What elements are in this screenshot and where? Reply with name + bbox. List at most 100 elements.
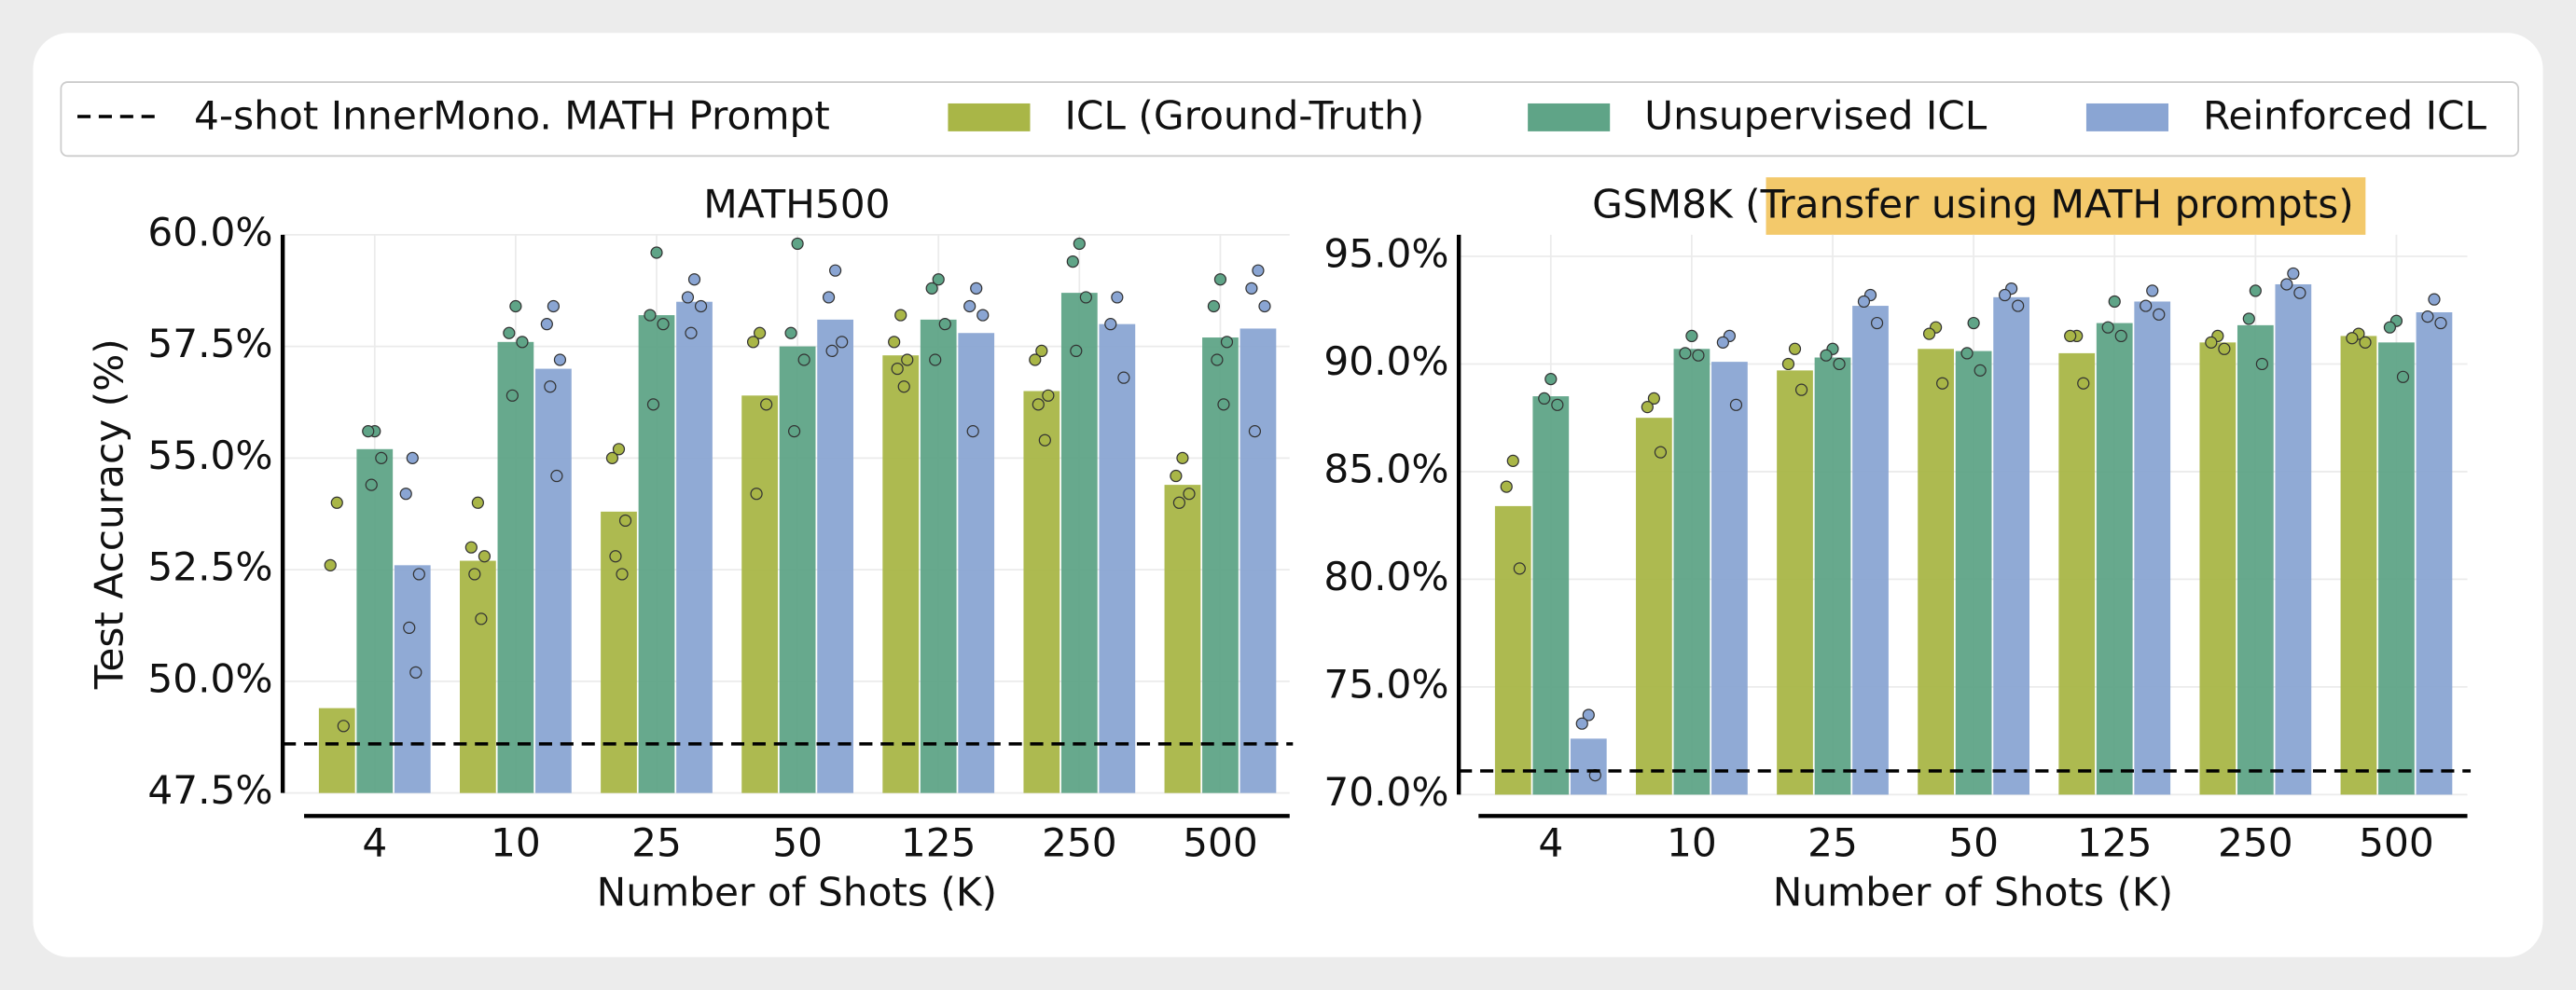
bar — [356, 448, 394, 793]
run-point — [2293, 286, 2306, 299]
run-point — [1070, 344, 1083, 358]
run-point — [471, 496, 484, 509]
bar — [497, 341, 534, 793]
run-point — [1870, 316, 1884, 330]
run-point — [503, 326, 516, 339]
run-point — [406, 451, 419, 464]
bar — [1060, 293, 1098, 793]
x-tick-label: 500 — [2359, 820, 2434, 866]
bar — [1202, 337, 1239, 793]
x-tick-label: 25 — [1807, 820, 1858, 866]
run-point — [888, 336, 901, 349]
run-point — [1654, 446, 1668, 459]
run-point — [1788, 342, 1802, 355]
run-point — [1170, 469, 1183, 483]
run-point — [1066, 254, 1079, 268]
run-point — [2359, 336, 2372, 349]
y-tick-label: 85.0% — [1323, 446, 1448, 491]
run-point — [891, 362, 904, 376]
run-point — [324, 558, 337, 571]
x-tick-label: 125 — [2077, 820, 2153, 866]
x-tick-label: 50 — [772, 820, 823, 866]
x-axis-label: Number of Shots (K) — [1773, 869, 2173, 914]
run-point — [1513, 562, 1526, 575]
run-point — [2249, 284, 2262, 297]
bar — [920, 319, 957, 793]
run-point — [2140, 299, 2153, 312]
run-point — [1716, 336, 1729, 349]
x-tick-label: 250 — [1042, 820, 1117, 866]
run-point — [1692, 349, 1705, 362]
run-point — [2077, 377, 2090, 390]
legend-label: ICL (Ground-Truth) — [1064, 92, 1424, 138]
run-point — [412, 568, 425, 581]
run-point — [362, 425, 375, 438]
run-point — [1582, 708, 1595, 722]
y-tick-label: 52.5% — [147, 544, 272, 590]
x-tick-label: 25 — [631, 820, 682, 866]
run-point — [2346, 332, 2359, 345]
run-point — [612, 443, 626, 456]
run-point — [2421, 310, 2434, 323]
bar — [741, 395, 778, 793]
x-tick-label: 10 — [1667, 820, 1717, 866]
bar — [1918, 349, 1954, 795]
bar — [1532, 396, 1570, 795]
run-point — [829, 264, 842, 277]
x-axis-label: Number of Shots (K) — [597, 869, 997, 914]
run-point — [894, 309, 907, 322]
run-point — [509, 299, 522, 313]
run-point — [1960, 347, 1974, 360]
bar — [1099, 323, 1136, 793]
run-point — [1974, 364, 1987, 377]
run-point — [897, 380, 910, 393]
run-point — [1111, 291, 1124, 304]
run-point — [2114, 329, 2127, 343]
run-point — [657, 318, 670, 331]
run-point — [797, 353, 810, 366]
run-point — [681, 291, 695, 304]
y-tick-label: 95.0% — [1323, 230, 1448, 276]
run-point — [963, 299, 976, 313]
run-point — [550, 469, 563, 483]
run-point — [2287, 267, 2300, 281]
run-point — [1117, 371, 1130, 384]
run-point — [970, 282, 983, 295]
chart-title: GSM8K (Transfer using MATH prompts) — [1592, 181, 2354, 227]
bar — [1955, 351, 1992, 795]
bar — [1570, 738, 1607, 795]
run-point — [644, 309, 657, 322]
run-point — [1079, 291, 1092, 304]
bar — [535, 368, 572, 793]
x-tick-label: 125 — [901, 820, 976, 866]
y-axis-label: Test Accuracy (%) — [86, 338, 132, 690]
run-point — [1248, 425, 1262, 438]
bar — [1852, 306, 1889, 795]
legend-label: Unsupervised ICL — [1644, 92, 1987, 138]
run-point — [1936, 377, 1949, 390]
run-point — [787, 425, 801, 438]
run-point — [650, 246, 663, 259]
run-point — [938, 318, 951, 331]
bar — [1814, 357, 1851, 795]
run-point — [750, 488, 763, 501]
run-point — [1833, 357, 1846, 371]
bar — [1636, 418, 1672, 795]
bar — [882, 355, 920, 793]
bar — [1673, 349, 1710, 795]
run-point — [1679, 347, 1692, 360]
run-point — [1104, 318, 1117, 331]
bar — [1023, 391, 1060, 793]
y-tick-label: 57.5% — [147, 321, 272, 366]
run-point — [2242, 312, 2255, 325]
run-point — [1685, 329, 1698, 343]
run-point — [2428, 293, 2441, 306]
run-point — [375, 451, 388, 464]
run-point — [475, 612, 488, 626]
bar — [638, 315, 675, 793]
run-point — [1245, 282, 1258, 295]
bar — [2275, 283, 2312, 795]
run-point — [1220, 336, 1234, 349]
run-point — [1551, 398, 1564, 411]
